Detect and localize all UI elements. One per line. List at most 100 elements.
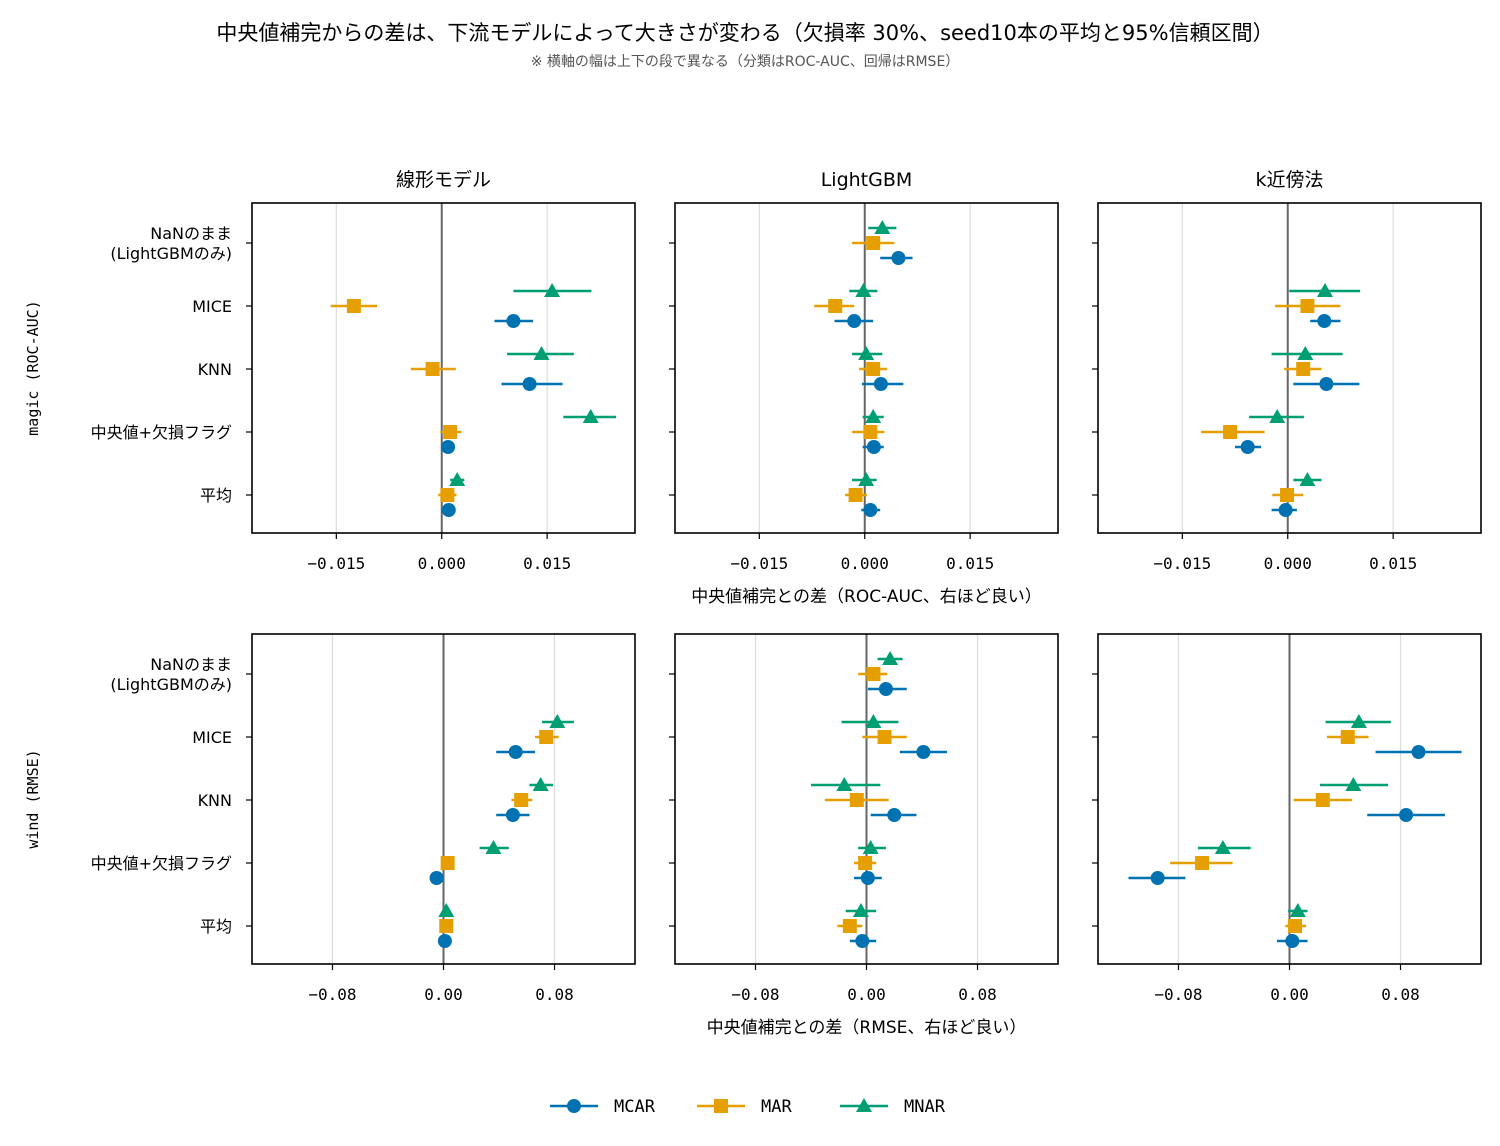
- data-point: [1399, 808, 1414, 822]
- data-point: [438, 903, 455, 917]
- data-point: [522, 377, 537, 391]
- legend-marker: [856, 1098, 872, 1112]
- data-point: [1319, 377, 1334, 391]
- y-tick-label: MICE: [192, 297, 232, 316]
- legend-marker: [567, 1099, 581, 1113]
- data-point: [1223, 425, 1238, 439]
- data-point: [866, 362, 881, 376]
- x-tick-label: 0.015: [523, 554, 571, 573]
- data-point: [1285, 934, 1300, 948]
- data-point: [891, 251, 906, 265]
- x-tick-label: 0.08: [1381, 985, 1420, 1004]
- data-point: [877, 730, 892, 744]
- x-tick-label: 0.08: [535, 985, 574, 1004]
- x-tick-label: 0.000: [841, 554, 889, 573]
- data-point: [866, 236, 881, 250]
- data-point: [866, 440, 881, 454]
- x-tick-label: 0.015: [1369, 554, 1417, 573]
- data-point: [1278, 503, 1293, 517]
- data-point: [582, 409, 599, 423]
- data-point: [1411, 745, 1426, 759]
- data-point: [863, 425, 878, 439]
- column-title: k近傍法: [1255, 169, 1323, 191]
- data-point: [1214, 840, 1231, 854]
- y-tick-label: NaNのまま(LightGBMのみ): [110, 655, 232, 694]
- panel-frame: [674, 633, 1059, 965]
- y-tick-label: KNN: [198, 360, 232, 379]
- data-point: [873, 377, 888, 391]
- data-point: [441, 440, 456, 454]
- data-point: [440, 488, 455, 502]
- data-point: [429, 871, 444, 885]
- data-point: [1288, 919, 1303, 933]
- panel: −0.08 0.00 0.08: [1092, 633, 1482, 1004]
- x-tick-label: −0.015: [307, 554, 365, 573]
- data-point: [533, 346, 550, 360]
- data-point: [1280, 488, 1295, 502]
- x-tick-label: 0.000: [1264, 554, 1312, 573]
- data-point: [865, 409, 882, 423]
- data-point: [887, 808, 902, 822]
- data-point: [346, 299, 361, 313]
- data-point: [1316, 283, 1333, 297]
- y-tick-label: NaNのまま(LightGBMのみ): [110, 224, 232, 263]
- data-point: [1315, 793, 1330, 807]
- data-point: [860, 871, 875, 885]
- data-point: [1317, 314, 1332, 328]
- data-point: [863, 503, 878, 517]
- data-point: [514, 793, 529, 807]
- y-tick-label: 中央値+欠損フラグ: [91, 423, 232, 442]
- legend-marker: [714, 1099, 728, 1113]
- data-point: [855, 934, 870, 948]
- data-point: [532, 777, 549, 791]
- y-tick-label: KNN: [198, 791, 232, 810]
- data-point: [508, 745, 523, 759]
- panel: 線形モデル −0.015 0.000 0.015 NaNのまま(LightGBMのみ) M…: [91, 169, 636, 573]
- column-title: 線形モデル: [396, 169, 491, 191]
- data-point: [858, 472, 875, 486]
- data-point: [1150, 871, 1165, 885]
- row-label: wind (RMSE): [24, 749, 42, 848]
- legend: MCAR MAR MNAR: [550, 1097, 946, 1117]
- panel-frame: [251, 202, 636, 534]
- x-tick-label: −0.08: [1154, 985, 1202, 1004]
- data-point: [847, 314, 862, 328]
- x-tick-label: 0.00: [424, 985, 463, 1004]
- row-label: magic (ROC-AUC): [24, 300, 42, 435]
- x-tick-label: −0.08: [731, 985, 779, 1004]
- data-point: [549, 714, 566, 728]
- x-tick-label: −0.015: [730, 554, 788, 573]
- x-tick-label: 0.00: [847, 985, 886, 1004]
- panel-frame: [1097, 202, 1482, 534]
- data-point: [852, 903, 869, 917]
- data-point: [1340, 730, 1355, 744]
- data-point: [1269, 409, 1286, 423]
- panel-grid: magic (ROC-AUC) 中央値補完との差（ROC-AUC、右ほど良い） 線形…: [24, 169, 1482, 1038]
- y-tick-label: MICE: [192, 728, 232, 747]
- data-point: [440, 856, 455, 870]
- data-point: [443, 425, 458, 439]
- data-point: [865, 714, 882, 728]
- x-tick-label: 0.00: [1270, 985, 1309, 1004]
- panel-frame: [251, 633, 636, 965]
- x-tick-label: −0.015: [1153, 554, 1211, 573]
- data-point: [485, 840, 502, 854]
- data-point: [439, 919, 454, 933]
- column-title: LightGBM: [821, 169, 913, 191]
- data-point: [855, 283, 872, 297]
- panel: k近傍法 −0.015 0.000 0.015: [1092, 169, 1482, 573]
- data-point: [437, 934, 452, 948]
- data-point: [828, 299, 843, 313]
- data-point: [878, 682, 893, 696]
- data-point: [449, 472, 466, 486]
- legend-label: MAR: [761, 1097, 792, 1117]
- x-tick-label: 0.015: [946, 554, 994, 573]
- y-tick-label: 平均: [200, 917, 232, 936]
- data-point: [1345, 777, 1362, 791]
- data-point: [1195, 856, 1210, 870]
- panel: −0.08 0.00 0.08: [669, 633, 1059, 1004]
- data-point: [1289, 903, 1306, 917]
- legend-label: MCAR: [614, 1097, 656, 1117]
- data-point: [544, 283, 561, 297]
